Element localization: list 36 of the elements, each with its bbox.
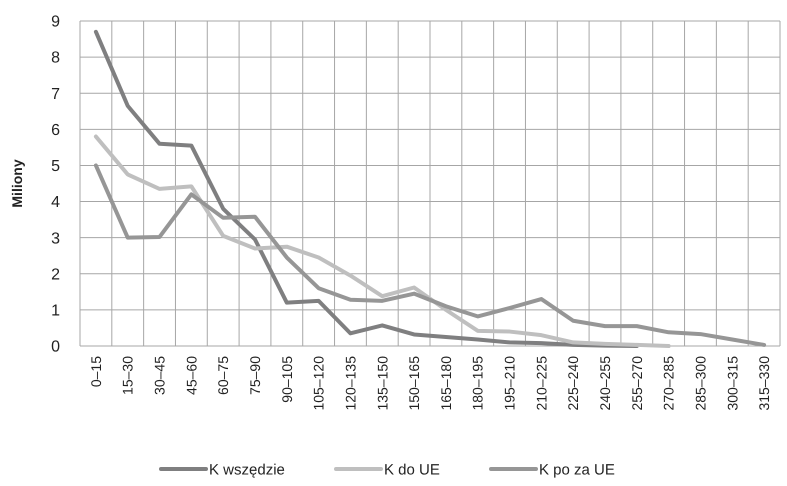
y-tick-label: 8 (51, 50, 60, 67)
x-tick-label: 255–270 (628, 356, 645, 411)
x-tick-label: 300–315 (724, 356, 740, 411)
x-tick-label: 0–15 (88, 356, 104, 388)
x-tick-label: 90–105 (278, 356, 295, 403)
x-tick-label: 45–60 (183, 356, 200, 395)
y-tick-label: 7 (51, 86, 60, 103)
x-tick-label: 75–90 (247, 356, 263, 395)
legend-label: K po za UE (539, 461, 615, 478)
x-tick-label: 210–225 (533, 356, 550, 411)
y-tick-label: 1 (51, 302, 60, 320)
x-tick-label: 225–240 (565, 356, 582, 411)
x-tick-label: 315–330 (756, 356, 772, 411)
x-tick-label: 165–180 (438, 356, 454, 411)
y-tick-label: 0 (51, 338, 60, 356)
y-tick-label: 9 (51, 14, 60, 31)
y-tick-label: 3 (51, 230, 60, 248)
x-tick-label: 120–135 (342, 356, 358, 411)
x-tick-label: 240–255 (597, 356, 613, 411)
y-axis-title: Miliony (9, 159, 25, 208)
x-tick-label: 270–285 (660, 356, 677, 411)
y-tick-label: 5 (51, 158, 60, 176)
x-tick-label: 30–45 (152, 356, 168, 395)
y-tick-label: 6 (51, 122, 60, 139)
x-tick-label: 285–300 (692, 356, 708, 411)
x-tick-label: 15–30 (120, 356, 136, 395)
x-tick-label: 60–75 (215, 356, 232, 395)
x-tick-label: 135–150 (374, 356, 390, 411)
legend-label: K do UE (384, 461, 440, 478)
x-tick-label: 195–210 (502, 356, 518, 411)
x-tick-label: 105–120 (310, 356, 327, 411)
x-tick-label: 150–165 (406, 356, 422, 411)
x-tick-label: 180–195 (470, 356, 486, 411)
y-tick-label: 4 (51, 194, 60, 212)
y-tick-label: 2 (51, 266, 60, 284)
legend-label: K wszędzie (209, 461, 285, 478)
